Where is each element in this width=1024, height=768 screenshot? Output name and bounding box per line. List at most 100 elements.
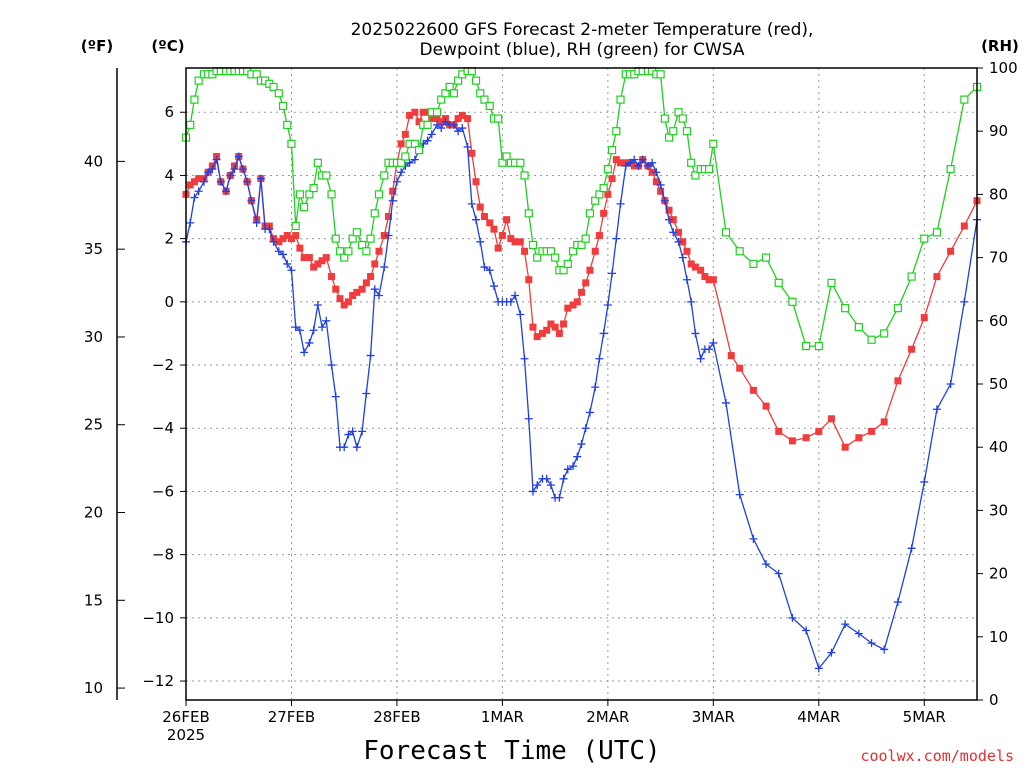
dewpoint-point — [638, 155, 647, 164]
dewpoint-point — [709, 338, 718, 347]
fahrenheit-tick-label: 15 — [84, 591, 103, 609]
temperature-point — [415, 118, 423, 126]
dewpoint-point — [437, 124, 446, 133]
rh-point — [749, 259, 758, 269]
dewpoint-point — [960, 297, 969, 306]
rh-tick-label: 80 — [989, 185, 1008, 203]
dewpoint-point — [563, 465, 572, 474]
x-tick-sublabel: 2025 — [167, 726, 205, 744]
unit-label-rh: (RH) — [981, 37, 1019, 55]
temperature-point — [367, 273, 375, 281]
data-series — [181, 67, 982, 673]
rh-point — [687, 158, 696, 167]
rh-point — [546, 247, 556, 256]
temperature-point — [494, 244, 502, 252]
dewpoint-point — [946, 380, 955, 388]
temperature-point — [507, 235, 515, 243]
dewpoint-point — [370, 285, 379, 294]
dewpoint-point — [608, 269, 617, 278]
rh-point — [616, 95, 625, 104]
temperature-point — [788, 437, 796, 445]
temperature-point — [419, 108, 427, 116]
temperature-point — [521, 247, 529, 255]
celsius-tick-label: −6 — [152, 482, 174, 500]
temperature-point — [296, 244, 304, 252]
dewpoint-point — [893, 598, 902, 607]
dewpoint-point — [247, 196, 256, 205]
dewpoint-point — [216, 177, 225, 186]
rh-point — [358, 240, 367, 250]
rh-point — [581, 234, 590, 243]
dewpoint-point — [384, 231, 393, 240]
dewpoint-point — [194, 187, 203, 196]
temperature-point — [344, 298, 352, 306]
rh-point — [533, 253, 542, 262]
celsius-tick-label: −4 — [152, 419, 174, 437]
dewpoint-point — [854, 629, 863, 638]
fahrenheit-tick-label: 30 — [84, 328, 103, 346]
fahrenheit-tick-label: 40 — [84, 152, 103, 170]
temperature-point — [701, 273, 709, 281]
dewpoint-point — [652, 168, 661, 177]
rh-point — [352, 228, 361, 237]
unit-label-fahrenheit: (ºF) — [81, 37, 113, 55]
temperature-point — [691, 263, 699, 271]
rh-point — [563, 259, 572, 269]
dewpoint-point — [322, 316, 331, 325]
temperature-point — [762, 402, 770, 410]
dewpoint-point — [252, 218, 261, 227]
dewpoint-point — [199, 177, 208, 186]
rh-point — [516, 158, 525, 167]
dewpoint-point — [634, 161, 643, 170]
dewpoint-point — [380, 263, 389, 272]
rh-point — [854, 323, 863, 332]
temperature-point — [283, 231, 291, 239]
rh-point — [920, 234, 929, 243]
fahrenheit-tick-label: 10 — [84, 679, 103, 697]
temperature-point — [310, 263, 318, 271]
temperature-point — [454, 115, 462, 123]
temperature-point — [525, 276, 533, 284]
dewpoint-point — [687, 297, 696, 306]
dewpoint-point — [352, 443, 361, 452]
dewpoint-point — [472, 215, 481, 224]
dewpoint-point — [265, 225, 274, 234]
temperature-point — [305, 254, 313, 262]
celsius-tick-label: −8 — [152, 546, 174, 564]
dewpoint-point — [542, 474, 551, 483]
rh-point — [761, 253, 771, 262]
dewpoint-point — [511, 291, 520, 300]
plot-frame — [185, 67, 978, 701]
x-tick-label: 4MAR — [797, 708, 840, 726]
rh-point — [331, 234, 340, 243]
temperature-point — [401, 130, 409, 138]
dewpoint-point — [467, 199, 476, 208]
dewpoint-point — [555, 493, 564, 502]
dewpoint-point — [528, 487, 537, 496]
rh-point — [283, 120, 292, 129]
temperature-point — [503, 216, 511, 224]
dewpoint-point — [749, 534, 758, 543]
temperature-point — [679, 238, 687, 246]
rh-point — [603, 165, 612, 174]
dewpoint-point — [591, 383, 600, 392]
dewpoint-point — [682, 275, 691, 284]
rh-point — [362, 247, 371, 256]
dewpoint-point — [256, 174, 265, 183]
rh-point — [802, 341, 811, 351]
rh-point — [322, 171, 331, 180]
celsius-tick-label: 0 — [164, 293, 174, 311]
rh-point — [735, 247, 744, 256]
rh-point — [656, 70, 665, 79]
dewpoint-point — [585, 408, 594, 417]
temperature-point — [564, 304, 572, 312]
temperature-point — [411, 108, 419, 116]
dewpoint-point — [626, 158, 635, 167]
fahrenheit-tick-label: 20 — [84, 504, 103, 522]
dewpoint-point — [577, 440, 586, 449]
dewpoint-point — [358, 427, 367, 436]
rh-point — [788, 297, 797, 306]
rh-point — [932, 228, 942, 237]
dewpoint-point — [524, 414, 533, 423]
dewpoint-point — [533, 481, 542, 490]
